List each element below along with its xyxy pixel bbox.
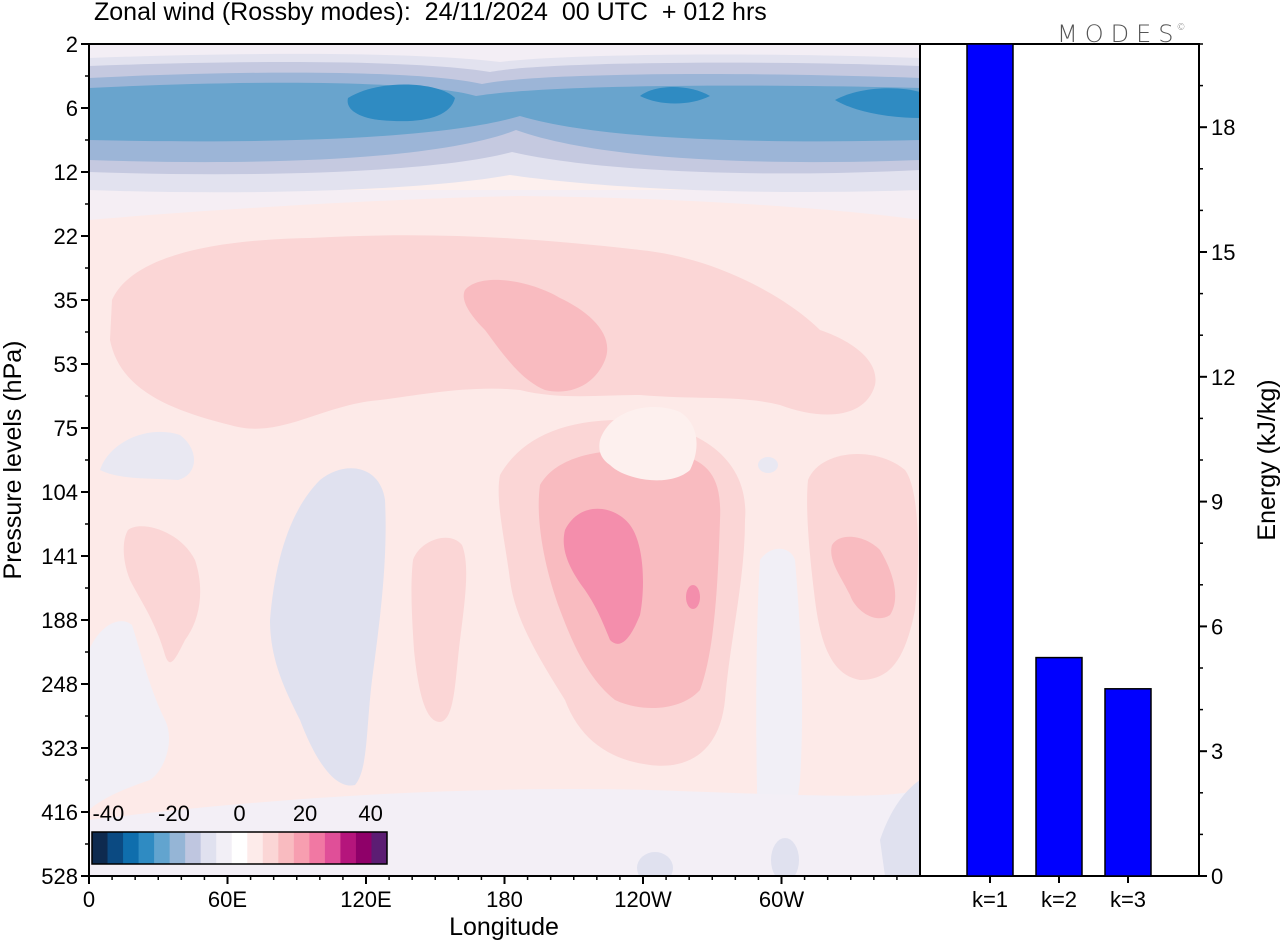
y-tick-label: 323 (41, 736, 78, 761)
colorbar-label: 40 (358, 801, 382, 826)
y-tick-label: 22 (54, 224, 78, 249)
colorbar-swatch (324, 832, 341, 864)
colorbar-label: -20 (158, 801, 190, 826)
energy-tick-label: 0 (1211, 864, 1223, 889)
chart-title: Zonal wind (Rossby modes): 24/11/2024 00… (94, 0, 767, 26)
colorbar-swatch (371, 832, 388, 864)
energy-axis-title: Energy (kJ/kg) (1253, 379, 1280, 540)
energy-tick-label: 18 (1211, 115, 1235, 140)
y-tick-label: 6 (66, 96, 78, 121)
zonal-wind-section (89, 44, 920, 876)
colorbar-swatch (185, 832, 202, 864)
colorbar-swatch (340, 832, 357, 864)
bar-category-label: k=1 (972, 887, 1008, 912)
x-tick-label: 180 (486, 887, 523, 912)
x-tick-label: 0 (83, 887, 95, 912)
y-tick-label: 12 (54, 160, 78, 185)
y-tick-label: 528 (41, 864, 78, 889)
colorbar-swatch (169, 832, 186, 864)
colorbar-swatch (123, 832, 140, 864)
colorbar-swatch (293, 832, 310, 864)
x-tick-label: 120W (614, 887, 672, 912)
colorbar: -40 -20 0 20 40 (91, 801, 388, 865)
colorbar-swatch (200, 832, 217, 864)
energy-bar (1035, 656, 1083, 877)
bar-category-label: k=2 (1041, 887, 1077, 912)
x-tick-label: 120E (340, 887, 391, 912)
longitude-axis: 0 60E 120E 180 120W 60W (83, 876, 898, 912)
colorbar-swatch (92, 832, 109, 864)
y-tick-label: 141 (41, 544, 78, 569)
y-tick-label: 53 (54, 352, 78, 377)
colorbar-label: -40 (92, 801, 124, 826)
y-axis-title: Pressure levels (hPa) (0, 341, 27, 580)
bar-category-label: k=3 (1110, 887, 1146, 912)
colorbar-swatch (355, 832, 372, 864)
colorbar-frame (91, 831, 388, 865)
colorbar-label: 0 (233, 801, 245, 826)
colorbar-swatch (216, 832, 233, 864)
energy-bar (1104, 688, 1152, 877)
brand-mark: © (1176, 23, 1186, 33)
colorbar-swatch (154, 832, 171, 864)
pressure-axis: 2 6 12 22 35 53 75 104 141 188 248 323 416 528 (41, 32, 89, 889)
colorbar-swatch (247, 832, 264, 864)
energy-axis: 0 3 6 9 12 15 18 (1199, 43, 1235, 889)
colorbar-swatch (231, 832, 248, 864)
energy-tick-label: 6 (1211, 614, 1223, 639)
y-tick-label: 248 (41, 672, 78, 697)
colorbar-swatch (107, 832, 124, 864)
y-tick-label: 2 (66, 32, 78, 57)
y-tick-label: 104 (41, 480, 78, 505)
colorbar-swatch (278, 832, 295, 864)
colorbar-swatch (138, 832, 155, 864)
colorbar-swatch (309, 832, 326, 864)
energy-bars: k=1 k=2 k=3 (966, 43, 1152, 912)
energy-tick-label: 15 (1211, 240, 1235, 265)
y-tick-label: 35 (54, 288, 78, 313)
x-tick-label: 60E (208, 887, 247, 912)
energy-tick-label: 3 (1211, 739, 1223, 764)
energy-bar (966, 43, 1014, 877)
x-tick-label: 60W (759, 887, 804, 912)
colorbar-swatch (262, 832, 279, 864)
x-axis-title: Longitude (449, 913, 559, 941)
energy-tick-label: 9 (1211, 490, 1223, 515)
energy-tick-label: 12 (1211, 365, 1235, 390)
y-tick-label: 416 (41, 800, 78, 825)
colorbar-label: 20 (293, 801, 317, 826)
y-tick-label: 75 (54, 416, 78, 441)
y-tick-label: 188 (41, 608, 78, 633)
